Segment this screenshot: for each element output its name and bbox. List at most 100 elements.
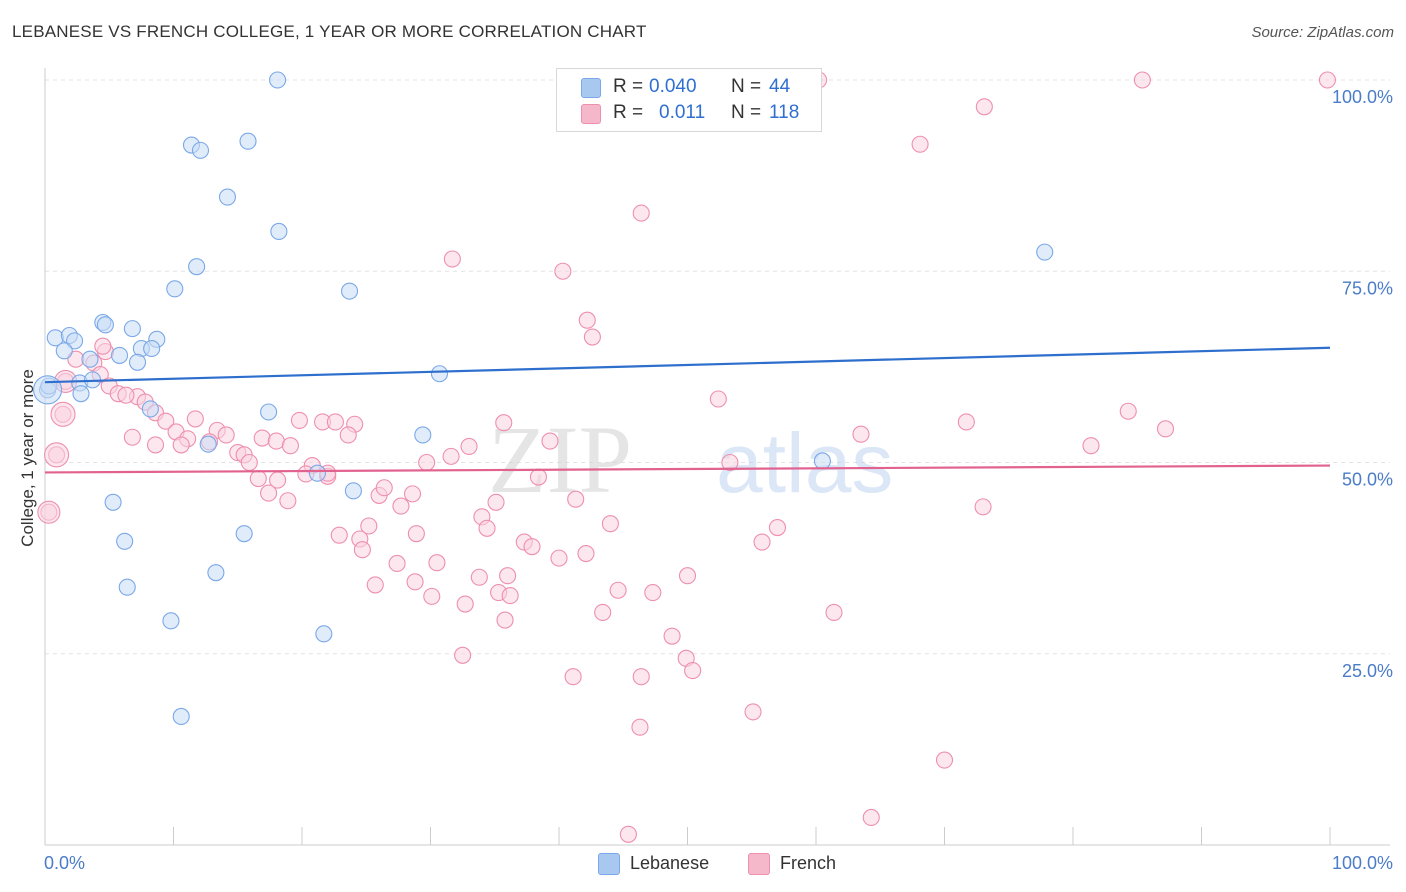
data-point-lebanese: [66, 332, 84, 350]
chart-title: LEBANESE VS FRENCH COLLEGE, 1 YEAR OR MO…: [12, 22, 647, 41]
data-point-lebanese: [162, 612, 180, 630]
trend-line-french: [44, 464, 1331, 474]
data-point-french: [935, 751, 954, 769]
gridlines: [45, 79, 1390, 655]
data-point-french: [678, 567, 697, 585]
data-point-french: [353, 541, 371, 559]
data-point-lebanese: [315, 625, 333, 643]
data-point-french: [217, 426, 235, 444]
data-point-lebanese: [340, 282, 359, 300]
data-point-french: [583, 328, 601, 346]
trend-lines: [44, 346, 1331, 474]
data-point-lebanese: [199, 435, 217, 453]
data-point-french: [957, 413, 975, 431]
x-tick-label: 0.0%: [44, 853, 85, 873]
data-point-lebanese: [414, 426, 432, 444]
data-point-lebanese: [55, 342, 73, 360]
data-point-lebanese: [430, 365, 449, 383]
data-point-lebanese: [344, 482, 362, 500]
data-point-french: [172, 436, 190, 454]
data-point-french: [499, 567, 517, 585]
data-point-french: [975, 98, 993, 116]
data-point-french: [478, 519, 496, 537]
data-point-french: [523, 538, 541, 556]
data-point-french: [50, 401, 76, 427]
data-point-french: [279, 492, 297, 510]
data-point-french: [744, 703, 762, 721]
stats-swatch-lebanese: [581, 78, 601, 98]
data-point-french: [753, 533, 771, 551]
stats-n-label: N =: [731, 76, 762, 97]
data-point-french: [240, 453, 258, 472]
legend-label-lebanese: Lebanese: [630, 853, 710, 873]
data-point-lebanese: [218, 188, 237, 206]
data-point-french: [94, 337, 112, 355]
data-point-french: [684, 662, 702, 680]
data-point-french: [388, 554, 406, 573]
tick-labels: 25.0% 50.0% 75.0% 100.0% 0.0% 100.0%: [44, 87, 1393, 873]
y-tick-label: 100.0%: [1332, 87, 1393, 107]
legend-swatch-french: [748, 853, 770, 875]
data-point-french: [554, 262, 572, 280]
data-point-lebanese: [239, 132, 257, 150]
data-point-lebanese: [1036, 243, 1054, 261]
data-point-lebanese: [118, 578, 136, 596]
data-point-french: [392, 497, 410, 515]
data-point-french: [564, 668, 582, 686]
data-point-french: [619, 825, 637, 843]
data-point-french: [249, 470, 267, 488]
source-credit: Source: ZipAtlas.com: [1251, 24, 1394, 41]
y-tick-label: 25.0%: [1342, 661, 1393, 681]
data-point-french: [578, 311, 596, 329]
data-point-french: [495, 414, 513, 432]
data-point-french: [550, 549, 568, 567]
data-point-lebanese: [270, 222, 288, 241]
stats-n-value: 118: [769, 102, 800, 123]
series-lebanese: [33, 71, 1054, 726]
data-point-french: [721, 453, 739, 472]
stats-box: R = 0.040 N = 44 R = 0.011 N = 118: [556, 68, 822, 132]
stats-n-label: N =: [731, 102, 762, 123]
data-point-french: [146, 436, 165, 454]
data-point-french: [1156, 420, 1175, 438]
data-point-french: [326, 413, 344, 431]
stats-r-label: R =: [613, 76, 644, 97]
data-point-french: [37, 500, 61, 524]
data-point-lebanese: [104, 493, 122, 511]
data-point-french: [360, 517, 378, 535]
y-tick-label: 50.0%: [1342, 470, 1393, 490]
data-point-french: [186, 410, 204, 428]
data-point-lebanese: [191, 141, 210, 159]
data-point-lebanese: [166, 280, 184, 298]
data-point-french: [428, 554, 446, 572]
data-point-french: [423, 587, 441, 605]
data-point-french: [456, 595, 474, 613]
data-point-lebanese: [188, 258, 206, 276]
legend-swatch-lebanese: [598, 853, 620, 875]
data-point-lebanese: [143, 339, 161, 358]
x-tick-label: 100.0%: [1332, 853, 1393, 873]
data-point-french: [253, 429, 271, 447]
data-point-french: [709, 390, 727, 408]
data-point-french: [644, 583, 662, 602]
data-point-french: [460, 437, 478, 455]
data-point-french: [339, 426, 357, 444]
data-point-french: [974, 498, 992, 516]
data-point-french: [406, 573, 424, 591]
y-axis-label: College, 1 year or more: [18, 369, 37, 547]
data-point-french: [852, 425, 870, 443]
data-point-french: [1318, 71, 1336, 89]
data-point-french: [330, 526, 348, 544]
trend-line-lebanese: [44, 346, 1331, 384]
watermark: ZIP atlas: [488, 406, 893, 513]
data-point-french: [911, 135, 929, 153]
data-point-lebanese: [123, 320, 141, 338]
data-point-lebanese: [110, 346, 129, 364]
data-point-french: [366, 576, 384, 594]
series-french: [37, 71, 1336, 843]
data-point-french: [663, 627, 681, 645]
stats-swatch-french: [581, 104, 601, 124]
data-point-french: [375, 479, 393, 497]
stats-n-value: 44: [769, 76, 791, 97]
data-point-french: [1082, 437, 1100, 455]
